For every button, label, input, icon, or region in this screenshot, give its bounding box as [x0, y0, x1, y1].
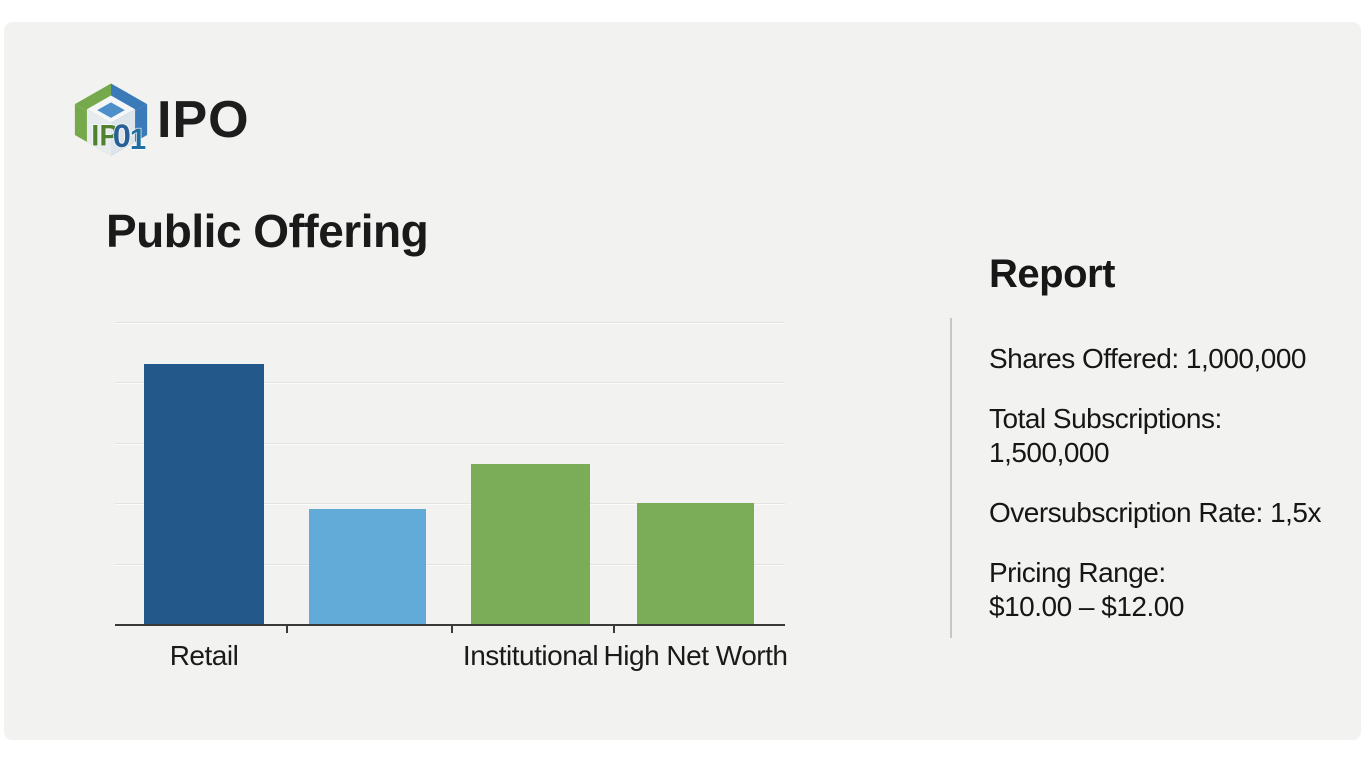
chart-bar-unlabeled — [309, 509, 426, 624]
page-title: Public Offering — [106, 205, 429, 257]
chart-gridline — [115, 564, 785, 566]
report-line: Shares Offered: 1,000,000 — [989, 343, 1307, 374]
report-heading: Report — [989, 252, 1115, 296]
svg-text:0: 0 — [113, 117, 131, 154]
subscription-chart: Retail Institutional High Net Worth — [115, 322, 788, 671]
x-axis-tick — [451, 624, 453, 633]
report-line: Oversubscription Rate: 1,5x — [989, 497, 1322, 528]
x-axis-tick — [613, 624, 615, 633]
report-item-pricing-range: Pricing Range: $10.00 – $12.00 — [989, 556, 1349, 624]
brand-wordmark: IPO — [157, 91, 250, 149]
chart-gridline — [115, 322, 785, 324]
report-item-shares-offered: Shares Offered: 1,000,000 — [989, 342, 1349, 376]
vertical-divider — [950, 318, 952, 638]
chart-bar-high-net-worth — [637, 503, 754, 624]
chart-bar-retail — [144, 364, 264, 624]
svg-text:IP: IP — [91, 120, 119, 152]
report-item-oversubscription-rate: Oversubscription Rate: 1,5x — [989, 496, 1349, 530]
report-line: $10.00 – $12.00 — [989, 591, 1184, 622]
chart-gridline — [115, 382, 785, 384]
chart-gridline — [115, 443, 785, 445]
report-line: Pricing Range: — [989, 557, 1166, 588]
report-items: Shares Offered: 1,000,000 Total Subscrip… — [989, 342, 1349, 650]
chart-gridline — [115, 503, 785, 505]
x-axis-tick — [286, 624, 288, 633]
x-axis-label: Retail — [169, 640, 239, 671]
chart-bar-institutional — [471, 464, 590, 624]
report-line: Total Subscriptions: — [989, 403, 1222, 434]
report-line: 1,500,000 — [989, 437, 1110, 468]
x-axis-label: Institutional — [462, 640, 599, 671]
x-axis-line — [115, 624, 785, 626]
slide-card: IP 0 1 IPO Public Offering Retail Institu… — [4, 22, 1361, 740]
svg-text:1: 1 — [130, 124, 146, 156]
report-item-total-subscriptions: Total Subscriptions: 1,500,000 — [989, 402, 1349, 470]
ipo-cube-logo: IP 0 1 — [68, 80, 154, 166]
x-axis-label: High Net Worth — [603, 640, 788, 671]
cube-logo-icon: IP 0 1 — [74, 83, 148, 156]
